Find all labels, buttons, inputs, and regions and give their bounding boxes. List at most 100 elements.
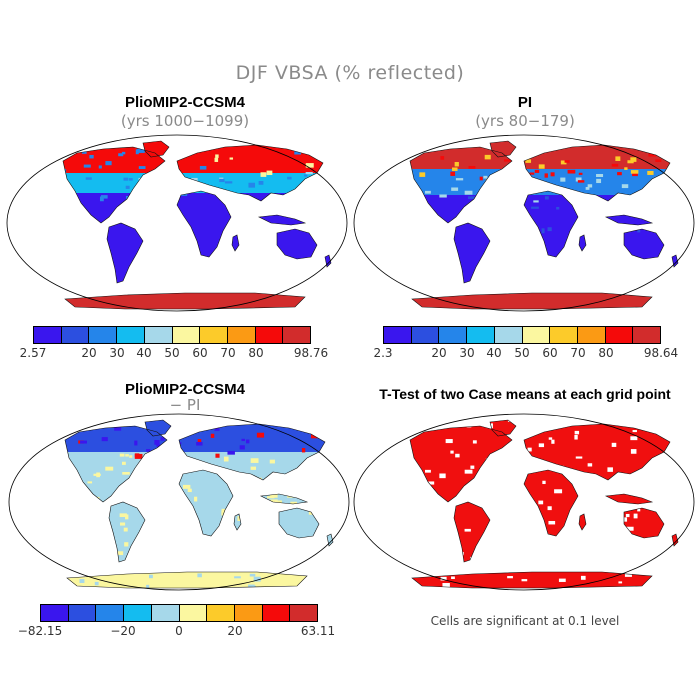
- colorbar-max-label: 98.64: [643, 346, 679, 360]
- colorbar-swatch: [96, 605, 125, 621]
- coastline-africa: [176, 190, 232, 258]
- colorbar-tick: 80: [598, 346, 614, 360]
- colorbar-swatch: [290, 605, 318, 621]
- colorbar-swatch: [439, 327, 468, 343]
- coastline-greenland: [142, 140, 170, 158]
- panel-title-pi: PI: [517, 94, 533, 111]
- colorbar-tick: 20: [227, 624, 243, 638]
- coastline-africa: [523, 469, 579, 537]
- colorbar-tick: 40: [486, 346, 502, 360]
- coastline-madagascar: [578, 513, 587, 531]
- coastline-indonesia: [604, 493, 654, 505]
- coastline-antarctica: [411, 292, 653, 310]
- coastline-eurasia: [523, 144, 671, 202]
- colorbar-tick: 40: [136, 346, 152, 360]
- coastline-madagascar: [233, 513, 242, 531]
- coastline-namerica: [409, 425, 513, 503]
- colorbar-swatch: [227, 327, 256, 343]
- map-pi: [353, 134, 695, 312]
- coastline-australia: [278, 507, 320, 539]
- colorbar-swatch: [384, 327, 412, 343]
- colorbar-tick: 0: [175, 624, 183, 638]
- coastline-nz: [324, 254, 332, 268]
- colorbar-max-label: 63.11: [300, 624, 336, 638]
- panel-title-ttest: T-Test of two Case means at each grid po…: [379, 386, 671, 402]
- colorbar-swatch: [151, 605, 180, 621]
- colorbar-swatch: [41, 605, 69, 621]
- colorbar-difference: [40, 604, 318, 622]
- coastline-eurasia: [176, 144, 324, 202]
- colorbar-tick: 70: [570, 346, 586, 360]
- globe-outline: [8, 413, 350, 591]
- coastline-greenland: [489, 140, 517, 158]
- globe-outline: [6, 134, 348, 312]
- colorbar-swatch: [577, 327, 606, 343]
- colorbar-swatch: [494, 327, 523, 343]
- colorbar-min-label: 2.57: [19, 346, 47, 360]
- colorbar-tick: 50: [164, 346, 180, 360]
- colorbar-tick: 50: [514, 346, 530, 360]
- coastline-antarctica: [411, 571, 653, 589]
- coastline-indonesia: [604, 214, 654, 226]
- map-pliomip2: [6, 134, 348, 312]
- colorbar-swatch: [117, 327, 145, 343]
- colorbar-swatch: [61, 327, 90, 343]
- colorbar-max-label: 98.76: [293, 346, 329, 360]
- colorbar-swatch: [172, 327, 201, 343]
- colorbar-swatch: [234, 605, 263, 621]
- colorbar-swatch: [207, 605, 235, 621]
- coastline-namerica: [409, 146, 513, 224]
- colorbar-min-label: 2.3: [373, 346, 393, 360]
- colorbar-swatch: [255, 327, 284, 343]
- significance-note: Cells are significant at 0.1 level: [430, 614, 620, 628]
- coastline-eurasia: [178, 423, 326, 481]
- colorbar-tick: 20: [81, 346, 97, 360]
- colorbar-swatch: [605, 327, 634, 343]
- coastline-madagascar: [578, 234, 587, 252]
- coastline-indonesia: [259, 493, 309, 505]
- colorbar-swatch: [34, 327, 62, 343]
- colorbar-pliomip2: [33, 326, 311, 344]
- colorbar-min-label: −82.15: [17, 624, 63, 638]
- colorbar-swatch: [411, 327, 440, 343]
- map-ttest: [353, 413, 695, 591]
- colorbar-tick: −20: [110, 624, 136, 638]
- colorbar-swatch: [124, 605, 152, 621]
- panel-subtitle-pi: (yrs 80−179): [475, 112, 575, 130]
- colorbar-swatch: [522, 327, 551, 343]
- globe-outline: [353, 134, 695, 312]
- colorbar-swatch: [633, 327, 661, 343]
- panel-subtitle-difference: − PI: [169, 396, 201, 414]
- coastline-australia: [623, 228, 665, 260]
- coastline-africa: [178, 469, 234, 537]
- coastline-samerica: [106, 222, 144, 284]
- coastline-nz: [326, 533, 334, 547]
- coastline-samerica: [108, 501, 146, 563]
- coastline-antarctica: [66, 571, 308, 589]
- colorbar-tick: 60: [542, 346, 558, 360]
- colorbar-tick: 30: [459, 346, 475, 360]
- figure-title: DJF VBSA (% reflected): [235, 62, 465, 84]
- colorbar-swatch: [179, 605, 208, 621]
- coastline-nz: [671, 533, 679, 547]
- map-difference: [8, 413, 350, 591]
- colorbar-swatch: [467, 327, 495, 343]
- coastline-eurasia: [523, 423, 671, 481]
- coastline-australia: [276, 228, 318, 260]
- colorbar-tick: 70: [220, 346, 236, 360]
- coastline-samerica: [453, 501, 491, 563]
- colorbar-tick: 30: [109, 346, 125, 360]
- coastline-nz: [671, 254, 679, 268]
- coastline-antarctica: [64, 292, 306, 310]
- panel-subtitle-pliomip2: (yrs 1000−1099): [120, 112, 250, 130]
- colorbar-swatch: [200, 327, 228, 343]
- colorbar-swatch: [550, 327, 578, 343]
- colorbar-tick: 20: [431, 346, 447, 360]
- coastline-madagascar: [231, 234, 240, 252]
- coastline-samerica: [453, 222, 491, 284]
- colorbar-swatch: [68, 605, 97, 621]
- coastline-namerica: [62, 146, 166, 224]
- colorbar-pi: [383, 326, 661, 344]
- colorbar-swatch: [283, 327, 311, 343]
- panel-title-difference: PlioMIP2-CCSM4: [124, 381, 245, 398]
